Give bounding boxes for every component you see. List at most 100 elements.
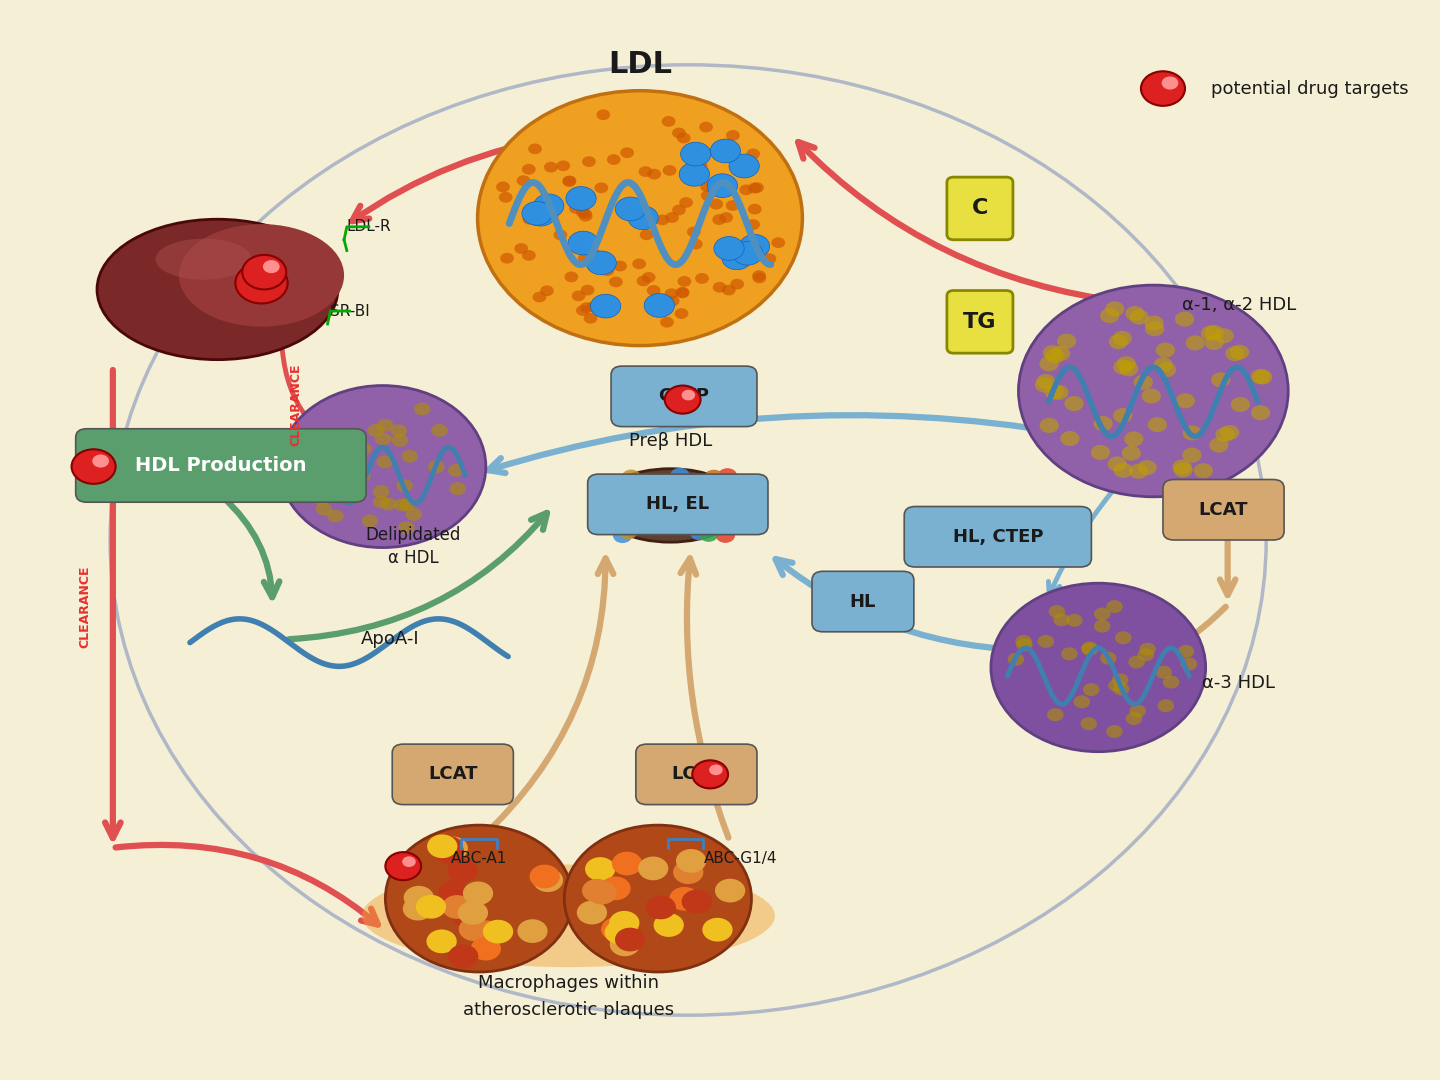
Circle shape [403, 886, 433, 909]
Circle shape [1081, 643, 1097, 656]
Circle shape [1172, 459, 1192, 474]
Circle shape [609, 910, 639, 934]
Circle shape [1142, 389, 1161, 404]
Circle shape [674, 500, 693, 515]
Circle shape [636, 480, 657, 495]
Circle shape [638, 856, 668, 880]
Circle shape [1090, 445, 1110, 460]
Circle shape [1129, 463, 1148, 478]
Circle shape [92, 455, 109, 468]
FancyArrowPatch shape [1130, 607, 1225, 671]
Circle shape [448, 464, 465, 477]
Circle shape [629, 517, 648, 532]
Circle shape [602, 508, 621, 523]
Circle shape [576, 207, 589, 218]
Circle shape [1104, 301, 1125, 316]
Circle shape [1017, 638, 1032, 651]
Text: SR-BI: SR-BI [330, 303, 370, 319]
Circle shape [576, 305, 590, 315]
Circle shape [1174, 462, 1192, 477]
Circle shape [721, 285, 736, 296]
Text: ABC-A1: ABC-A1 [451, 851, 507, 866]
Circle shape [704, 470, 723, 485]
Circle shape [523, 214, 536, 225]
Circle shape [279, 386, 485, 548]
Circle shape [1037, 374, 1056, 389]
Circle shape [1119, 362, 1139, 377]
Circle shape [665, 296, 680, 307]
Circle shape [661, 496, 680, 511]
Circle shape [605, 920, 635, 944]
Circle shape [677, 133, 691, 144]
Circle shape [1178, 645, 1194, 658]
Circle shape [596, 491, 615, 507]
Circle shape [1126, 712, 1142, 725]
Circle shape [367, 424, 384, 437]
Circle shape [354, 469, 372, 482]
Circle shape [448, 859, 478, 882]
Circle shape [670, 511, 690, 526]
Circle shape [726, 130, 740, 140]
Text: atherosclerotic plaques: atherosclerotic plaques [462, 1001, 674, 1018]
Circle shape [746, 149, 760, 160]
Circle shape [1074, 696, 1090, 708]
Circle shape [688, 239, 703, 249]
Circle shape [235, 262, 288, 303]
Circle shape [677, 276, 691, 287]
Circle shape [564, 825, 752, 972]
Circle shape [664, 288, 678, 299]
Circle shape [396, 480, 413, 492]
Circle shape [1106, 725, 1123, 738]
Circle shape [327, 510, 344, 523]
Circle shape [595, 183, 608, 193]
Circle shape [681, 890, 711, 914]
Circle shape [556, 161, 570, 172]
Circle shape [726, 200, 740, 211]
Circle shape [402, 449, 418, 462]
Circle shape [1113, 408, 1132, 423]
Circle shape [645, 895, 675, 919]
FancyArrowPatch shape [1048, 477, 1125, 595]
Circle shape [413, 403, 431, 416]
Circle shape [1164, 676, 1179, 689]
Circle shape [1048, 605, 1066, 618]
Circle shape [1100, 308, 1119, 323]
Circle shape [1066, 613, 1083, 626]
Circle shape [534, 194, 564, 218]
Circle shape [426, 930, 456, 954]
Circle shape [696, 273, 708, 284]
Circle shape [1251, 405, 1270, 420]
Circle shape [1129, 310, 1149, 325]
Circle shape [1040, 418, 1058, 433]
Circle shape [1225, 346, 1244, 361]
Circle shape [613, 480, 632, 495]
Ellipse shape [179, 225, 344, 326]
Circle shape [1182, 426, 1202, 441]
Circle shape [1035, 377, 1054, 392]
Circle shape [540, 285, 554, 296]
Circle shape [374, 432, 392, 445]
Circle shape [442, 895, 472, 919]
FancyBboxPatch shape [904, 507, 1092, 567]
Circle shape [1057, 334, 1076, 349]
Circle shape [654, 914, 684, 937]
Circle shape [752, 270, 766, 281]
Circle shape [392, 434, 409, 447]
Circle shape [687, 518, 706, 534]
Circle shape [563, 175, 576, 186]
Circle shape [681, 390, 696, 401]
Ellipse shape [361, 864, 775, 968]
Circle shape [462, 881, 492, 905]
Circle shape [600, 917, 631, 941]
Circle shape [687, 227, 701, 238]
Circle shape [566, 187, 596, 211]
Circle shape [703, 485, 723, 500]
Circle shape [635, 483, 654, 498]
Circle shape [1122, 446, 1140, 461]
Circle shape [606, 154, 621, 165]
Circle shape [533, 292, 546, 302]
Circle shape [1080, 717, 1097, 730]
FancyArrowPatch shape [282, 351, 364, 456]
Circle shape [675, 849, 706, 873]
Circle shape [713, 214, 726, 225]
